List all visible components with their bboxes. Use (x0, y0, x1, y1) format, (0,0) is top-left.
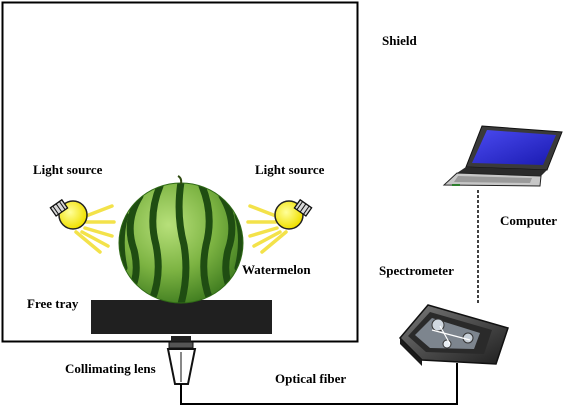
light-source-right-icon (246, 198, 313, 254)
label-shield: Shield (382, 33, 417, 48)
laptop-icon (442, 125, 563, 187)
label-light-source-left: Light source (33, 162, 103, 177)
spectrometer-icon (398, 304, 509, 366)
label-free-tray: Free tray (27, 296, 79, 311)
label-optical-fiber: Optical fiber (275, 371, 346, 386)
optical-fiber (180, 363, 458, 405)
watermelon-icon (118, 175, 244, 304)
label-computer: Computer (500, 213, 557, 228)
label-collimating-lens: Collimating lens (65, 361, 156, 376)
collimating-lens-icon (166, 336, 197, 385)
light-source-left-icon (49, 198, 116, 254)
label-spectrometer: Spectrometer (379, 263, 454, 278)
label-light-source-right: Light source (255, 162, 325, 177)
free-tray (91, 300, 272, 334)
label-watermelon: Watermelon (242, 262, 311, 277)
